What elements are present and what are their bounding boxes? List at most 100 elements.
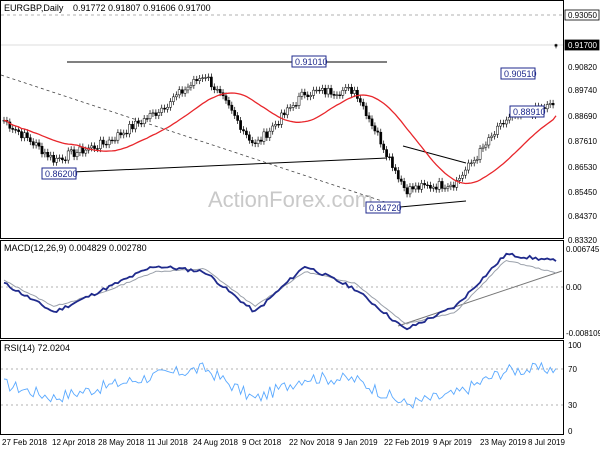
x-label-2: 28 May 2018 — [98, 438, 145, 447]
candle-body — [183, 89, 187, 94]
candle-body — [253, 142, 257, 144]
candle-body — [382, 143, 386, 150]
x-label-4: 24 Aug 2018 — [193, 438, 238, 447]
candle-body — [78, 146, 82, 153]
x-label-10: 23 May 2019 — [480, 438, 527, 447]
candle-body — [139, 123, 143, 125]
macd-axis: 0.006745 0.00 -0.008109 — [566, 245, 600, 338]
candle-body — [198, 78, 202, 81]
candle-body — [259, 139, 263, 142]
candle-body — [417, 185, 421, 190]
candle-body — [493, 134, 497, 137]
candle-body — [271, 125, 275, 132]
macd-label: MACD(12,26,9) 0.004829 0.002780 — [4, 243, 147, 253]
candle-body — [309, 95, 313, 97]
candle-body — [119, 132, 123, 136]
candle-body — [28, 137, 32, 142]
price-tick-093050-text: 0.93050 — [568, 11, 597, 20]
candle-body — [107, 139, 111, 145]
candles-group — [2, 43, 558, 198]
candle-body — [487, 137, 491, 146]
macd-line — [3, 252, 557, 331]
x-label-5: 9 Oct 2018 — [242, 438, 282, 447]
candle-body — [504, 119, 508, 125]
candle-body — [429, 185, 432, 189]
candle-body — [122, 132, 126, 136]
candle-body — [242, 129, 245, 132]
candle-body — [125, 132, 129, 135]
candle-body — [452, 184, 456, 188]
candle-body — [440, 181, 444, 189]
candle-body — [379, 131, 383, 145]
candle-body — [104, 143, 108, 146]
candle-body — [172, 96, 175, 102]
candle-body — [373, 125, 377, 132]
candle-body — [31, 141, 35, 146]
annotation-086200-text: 0.86200 — [45, 169, 78, 179]
candle-body — [96, 148, 99, 150]
x-label-11: 8 Jul 2019 — [528, 438, 565, 447]
annotation-084720: 0.84720 — [365, 201, 402, 214]
candle-body — [55, 157, 58, 163]
candle-body — [145, 118, 149, 120]
candle-body — [11, 128, 15, 130]
candle-body — [496, 125, 499, 135]
rsi-tick-30: 30 — [568, 401, 577, 410]
candle-body — [434, 186, 438, 190]
candle-body — [90, 145, 93, 149]
candle-body — [318, 89, 321, 92]
candle-body — [34, 142, 38, 146]
candle-body — [116, 132, 120, 141]
candle-body — [507, 116, 511, 121]
candle-body — [306, 94, 310, 97]
candle-body — [142, 118, 146, 124]
candle-body — [341, 90, 345, 96]
price-axis: 0.93050 0.91700 0.90820 0.89740 0.88690 … — [564, 9, 600, 245]
candle-body — [391, 156, 394, 168]
candle-body — [63, 159, 67, 161]
ohlc-label: 0.91772 0.91807 0.91606 0.91700 — [73, 3, 211, 13]
candle-body — [291, 105, 295, 108]
annotation-091010: 0.91010 — [291, 55, 328, 68]
candle-body — [201, 77, 204, 79]
price-tick-current-text: 0.91700 — [568, 41, 597, 50]
candle-body — [245, 130, 248, 136]
macd-trendline — [397, 270, 563, 327]
candle-body — [113, 139, 117, 142]
candle-body — [46, 152, 50, 158]
candle-body — [262, 131, 266, 142]
x-label-9: 9 Apr 2019 — [433, 438, 472, 447]
candle-body — [551, 103, 555, 106]
support-trendline — [49, 157, 388, 174]
candle-body — [344, 87, 348, 91]
candle-body — [61, 157, 64, 161]
candle-body — [283, 112, 286, 116]
candle-body — [180, 89, 184, 94]
candle-body — [274, 123, 277, 127]
candle-body — [75, 152, 79, 157]
candle-body — [256, 139, 260, 144]
candle-body — [230, 104, 234, 111]
macd-tick-zero: 0.00 — [566, 283, 582, 292]
candle-body — [151, 112, 155, 114]
candle-body — [335, 94, 339, 96]
candle-body — [128, 124, 131, 135]
candle-body — [449, 184, 453, 187]
candle-body — [160, 107, 164, 113]
candle-body — [69, 149, 73, 152]
rsi-tick-70: 70 — [568, 365, 577, 374]
candle-body — [23, 132, 26, 139]
candle-body — [388, 156, 391, 158]
candle-body — [84, 149, 88, 154]
annotation-090510: 0.90510 — [500, 67, 537, 80]
candle-body — [58, 157, 61, 159]
candle-body — [484, 144, 488, 148]
candle-body — [396, 170, 400, 180]
candle-body — [323, 88, 327, 95]
candle-body — [215, 89, 219, 91]
candle-body — [148, 113, 152, 119]
candle-body — [464, 169, 467, 176]
x-label-7: 9 Jan 2019 — [338, 438, 378, 447]
